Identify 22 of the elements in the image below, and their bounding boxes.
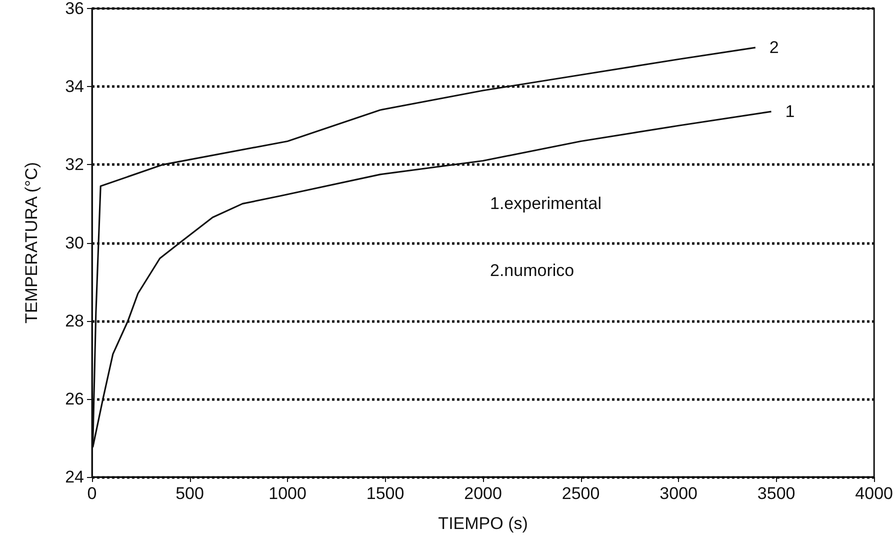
x-tick-label: 3500 [757, 484, 796, 503]
y-tick-label: 28 [65, 311, 84, 330]
x-tick-label: 0 [87, 484, 97, 503]
y-tick-label: 24 [65, 468, 84, 486]
x-tick-label: 4000 [855, 484, 894, 503]
x-tick-label: 2500 [562, 484, 600, 503]
annotation: 2.numorico [490, 261, 574, 280]
y-tick-label: 32 [65, 155, 84, 174]
x-tick-label: 3000 [660, 484, 698, 503]
series-label: 2 [769, 38, 779, 58]
y-tick-label: 26 [65, 389, 84, 408]
x-axis-title: TIEMPO (s) [438, 514, 528, 533]
y-tick-label: 30 [65, 233, 84, 252]
y-axis-title: TEMPERATURA (°C) [22, 162, 41, 324]
annotation: 1.experimental [490, 194, 602, 213]
series-label: 1 [785, 102, 795, 122]
y-tick-label: 34 [65, 77, 84, 96]
x-tick-label: 2000 [464, 484, 502, 503]
x-tick-label: 1500 [366, 484, 404, 503]
x-tick-label: 500 [176, 484, 204, 503]
y-tick-label: 36 [65, 0, 84, 18]
x-tick-label: 1000 [268, 484, 306, 503]
